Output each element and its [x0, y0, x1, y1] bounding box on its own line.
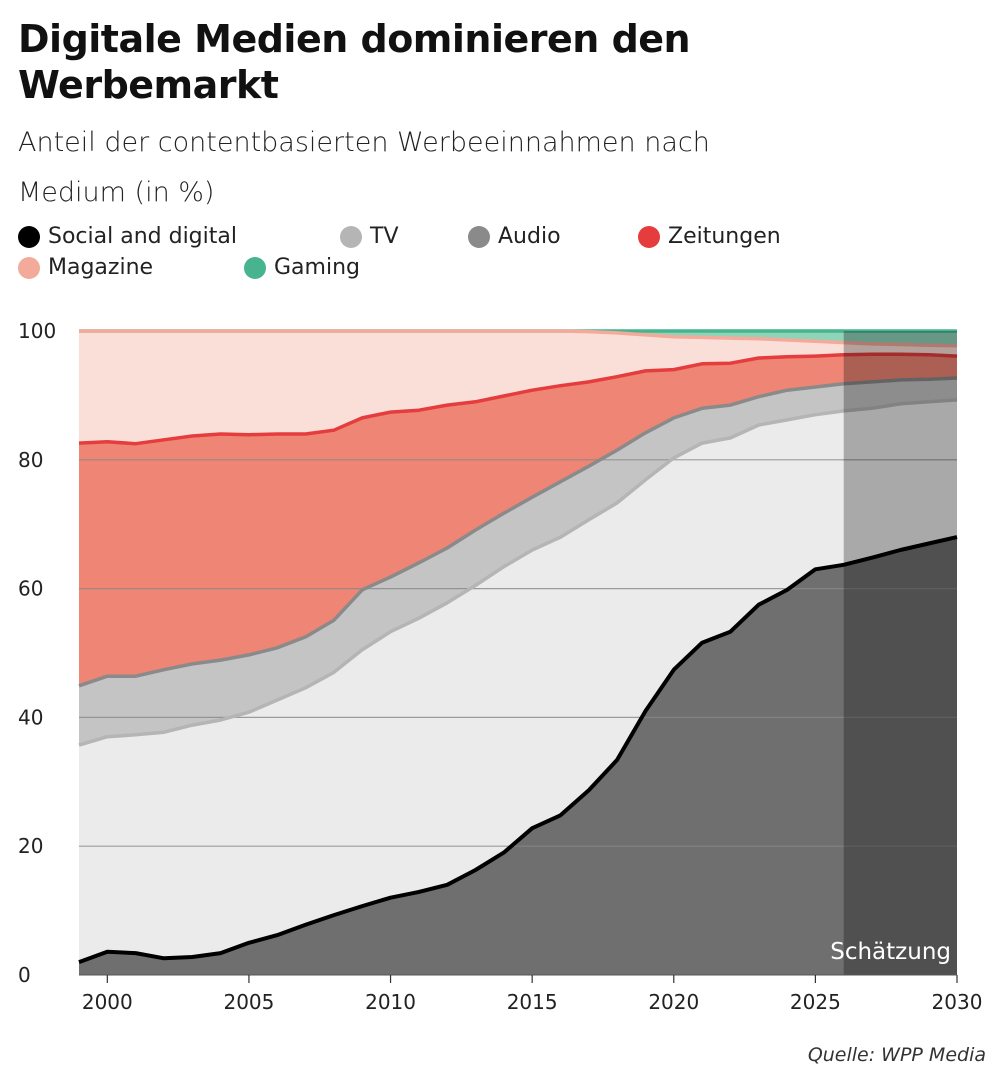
line-audio	[78, 376, 958, 688]
y-tick-label: 100	[18, 319, 56, 343]
y-tick-label: 80	[18, 448, 43, 472]
legend-item-tv: TV	[340, 224, 399, 249]
area-social-and-digital	[79, 537, 957, 975]
y-tick-label: 60	[18, 577, 43, 601]
chart-title: Digitale Medien dominieren den Werbemark…	[18, 17, 691, 107]
legend-label: Social and digital	[48, 224, 237, 249]
x-tick-label: 2000	[82, 990, 133, 1014]
line-zeitungen	[78, 352, 958, 446]
legend-label: Zeitungen	[668, 224, 781, 249]
estimate-label: Schätzung	[830, 939, 951, 965]
area-tv	[79, 399, 957, 963]
legend-item-magazine: Magazine	[18, 255, 153, 280]
chart-subtitle: Anteil der contentbasierten Werbeeinnahm…	[18, 127, 710, 208]
estimate-overlay	[843, 331, 957, 975]
legend-item-social: Social and digital	[18, 224, 237, 249]
line-magazine	[79, 329, 958, 348]
line-social-and-digital	[78, 535, 958, 964]
legend-label: Gaming	[274, 255, 360, 280]
legend-label: Audio	[498, 224, 561, 249]
legend-item-gaming: Gaming	[244, 255, 360, 280]
y-tick-label: 40	[18, 705, 43, 729]
legend-swatch	[468, 225, 490, 248]
area-audio	[79, 378, 957, 746]
y-tick-label: 0	[18, 963, 31, 987]
legend-item-audio: Audio	[468, 224, 561, 249]
legend-swatch	[244, 256, 266, 279]
x-tick-label: 2030	[932, 990, 983, 1014]
y-tick-label: 20	[18, 834, 43, 858]
area-magazine	[79, 331, 957, 444]
source-note: Quelle: WPP Media	[807, 1044, 986, 1066]
legend-swatch	[18, 225, 40, 248]
x-tick-label: 2010	[365, 990, 416, 1014]
x-tick-label: 2015	[507, 990, 558, 1014]
line-tv	[78, 398, 958, 747]
x-tick-label: 2020	[648, 990, 699, 1014]
legend-swatch	[340, 225, 362, 248]
x-tick-label: 2025	[790, 990, 841, 1014]
area-gaming	[79, 331, 957, 346]
area-zeitungen	[79, 354, 957, 686]
legend-swatch	[638, 225, 660, 248]
legend-label: TV	[370, 224, 399, 249]
x-tick-label: 2005	[223, 990, 274, 1014]
legend-label: Magazine	[48, 255, 154, 280]
legend-swatch	[18, 256, 40, 279]
legend-item-zeitungen: Zeitungen	[638, 224, 781, 249]
